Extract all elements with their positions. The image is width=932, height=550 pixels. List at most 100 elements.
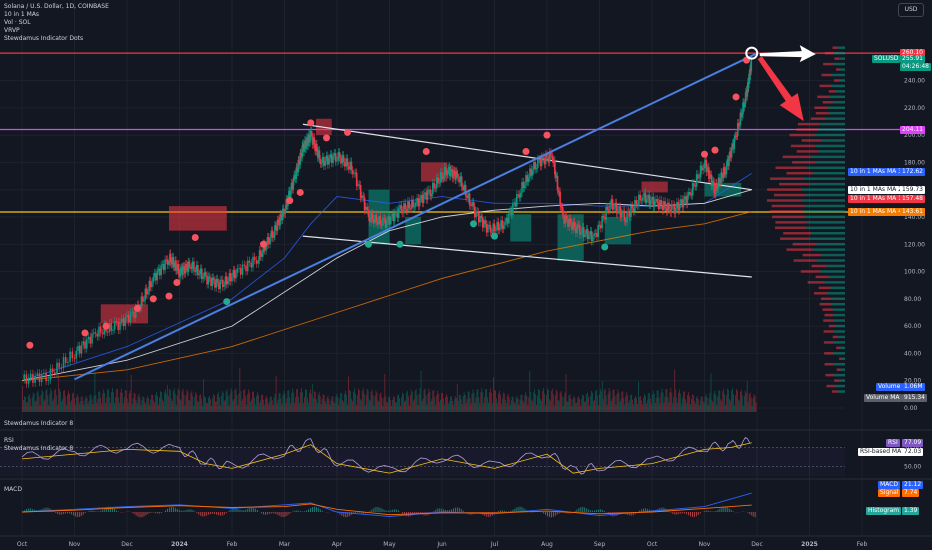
candle-body bbox=[313, 137, 316, 145]
candle-body bbox=[412, 199, 414, 208]
candle-body bbox=[735, 135, 737, 137]
volume-bar bbox=[46, 388, 48, 412]
volume-bar bbox=[737, 399, 739, 412]
volume-bar bbox=[663, 402, 665, 412]
macd-histogram-bar bbox=[646, 508, 648, 512]
currency-button[interactable]: USD bbox=[898, 3, 924, 17]
candle-body bbox=[413, 206, 416, 208]
volume-bar bbox=[545, 405, 546, 412]
x-tick-label: Jun bbox=[436, 541, 447, 548]
candle-body bbox=[182, 266, 184, 276]
macd-histogram-bar bbox=[29, 508, 31, 512]
volume-bar bbox=[459, 394, 461, 412]
volume-bar bbox=[211, 405, 212, 412]
candle-body bbox=[729, 151, 731, 157]
volume-bar bbox=[682, 397, 683, 412]
volume-bar bbox=[50, 388, 52, 412]
candle-body bbox=[283, 212, 286, 214]
candle-body bbox=[605, 206, 607, 220]
macd-histogram-bar bbox=[313, 506, 315, 512]
volume-bar bbox=[667, 397, 669, 412]
candle-body bbox=[462, 186, 464, 191]
candle-body bbox=[323, 156, 325, 166]
volume-bar bbox=[587, 392, 588, 412]
candle-body bbox=[290, 182, 293, 191]
indicator-10in1[interactable]: 10 in 1 MAs bbox=[4, 11, 40, 18]
candle-body bbox=[173, 266, 176, 268]
bar-countdown-tag: 04:26:48 bbox=[900, 62, 931, 71]
candle-body bbox=[530, 168, 533, 176]
candle-body bbox=[201, 268, 203, 280]
candle-body bbox=[303, 147, 305, 152]
volume-bar bbox=[490, 388, 491, 412]
candle-body bbox=[181, 267, 183, 276]
macd-histogram-bar bbox=[547, 512, 548, 517]
volume-bar bbox=[743, 396, 745, 412]
volume-bar bbox=[494, 390, 495, 412]
volume-bar bbox=[290, 403, 292, 412]
indicator-volume[interactable]: Vol · SOL bbox=[4, 19, 31, 26]
candle-body bbox=[534, 161, 536, 170]
macd-histogram-bar bbox=[695, 512, 697, 517]
candle-body bbox=[189, 264, 191, 267]
volume-bar bbox=[594, 391, 596, 412]
rsi-label[interactable]: RSI bbox=[4, 437, 14, 444]
candle-body bbox=[527, 177, 530, 182]
vrvp-bar-sell bbox=[823, 62, 833, 66]
candle-body bbox=[225, 276, 228, 285]
volume-bar bbox=[56, 395, 58, 412]
vrvp-bar-sell bbox=[786, 171, 813, 175]
candle-body bbox=[156, 271, 158, 281]
macd-histogram-bar bbox=[102, 509, 104, 512]
candle-body bbox=[535, 167, 538, 170]
volume-bar bbox=[44, 399, 46, 412]
macd-histogram-bar bbox=[243, 510, 245, 512]
rsi-sublabel[interactable]: Stewdamus Indicator 8 bbox=[4, 445, 74, 452]
candle-body bbox=[267, 237, 270, 245]
macd-histogram-bar bbox=[76, 512, 78, 518]
volume-bar bbox=[695, 397, 697, 412]
macd-histogram-bar bbox=[319, 509, 321, 512]
vrvp-bar-buy bbox=[812, 248, 845, 251]
volume-bar bbox=[213, 395, 215, 412]
signal-dot-green bbox=[470, 220, 477, 228]
trend-line bbox=[74, 52, 758, 381]
macd-histogram-bar bbox=[674, 512, 676, 515]
volume-bar bbox=[473, 392, 475, 412]
candle-body bbox=[593, 233, 596, 237]
arrow-right-icon bbox=[759, 45, 816, 63]
volume-bar bbox=[699, 400, 701, 412]
volume-bar bbox=[723, 388, 725, 412]
candle-body bbox=[252, 256, 254, 268]
volume-bar bbox=[585, 401, 586, 412]
macd-histogram-bar bbox=[721, 507, 723, 512]
macd-histogram-bar bbox=[668, 511, 670, 512]
candle-body bbox=[395, 210, 397, 213]
symbol-title[interactable]: Solana / U.S. Dollar, 1D, COINBASE bbox=[4, 3, 109, 10]
candle-body bbox=[483, 220, 485, 228]
volume-bar bbox=[152, 394, 154, 412]
volume-bar bbox=[128, 393, 130, 412]
candle-body bbox=[721, 172, 723, 179]
indicator-vrvp[interactable]: VRVP bbox=[4, 27, 20, 34]
candle-body bbox=[448, 166, 450, 169]
volume-bar bbox=[499, 394, 501, 412]
candle-body bbox=[280, 214, 282, 217]
macd-histogram-bar bbox=[98, 511, 100, 512]
candle-body bbox=[643, 192, 645, 198]
macd-label[interactable]: MACD bbox=[4, 486, 22, 493]
volume-bar bbox=[600, 391, 602, 412]
rsi-pane-title[interactable]: Stewdamus Indicator 8 bbox=[4, 420, 74, 427]
candle-body bbox=[392, 213, 395, 222]
volume-bar bbox=[370, 391, 372, 412]
volume-bar bbox=[47, 395, 49, 412]
y-tick-label: 60.00 bbox=[904, 323, 921, 330]
volume-bar bbox=[413, 399, 415, 412]
macd-histogram-bar bbox=[699, 512, 701, 514]
volume-bar bbox=[140, 404, 142, 412]
macd-histogram-bar bbox=[717, 509, 719, 512]
candle-body bbox=[569, 218, 572, 223]
volume-bar bbox=[317, 394, 319, 412]
indicator-dots[interactable]: Stewdamus Indicator Dots bbox=[4, 35, 84, 42]
volume-bar bbox=[297, 389, 299, 412]
